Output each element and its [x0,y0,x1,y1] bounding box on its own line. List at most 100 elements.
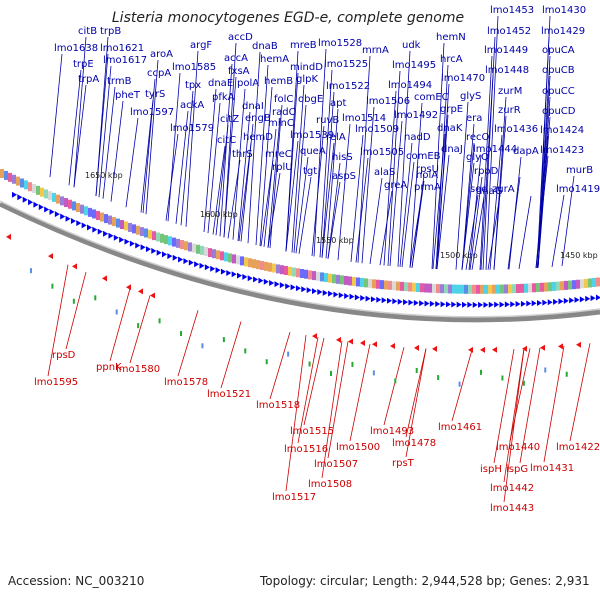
forward-gene-arrow [510,301,516,308]
gene-color-block [460,284,464,294]
callout-line [180,90,194,226]
callout-line [493,349,515,464]
gene-label: ruvB [316,115,339,126]
callout-line [223,76,237,238]
gene-color-block [80,204,84,214]
gene-label: radC [272,107,296,118]
forward-gene-arrow [467,301,473,308]
gene-color-block [264,261,268,271]
forward-gene-arrow [354,294,360,301]
gene-color-block [212,249,216,259]
forward-gene-arrow [376,296,382,303]
callout-line [207,102,221,234]
gene-color-block [572,280,576,290]
gene-label: dapA [513,146,539,157]
gene-color-block [468,284,472,294]
forward-gene-arrow [537,299,542,306]
callout-line [487,194,501,270]
forward-gene-arrow [38,204,44,211]
gene-label: thrS [232,149,253,160]
forward-gene-arrow [285,283,291,290]
callout-line [223,42,237,238]
forward-gene-arrow [220,268,226,275]
gene-color-block [124,221,128,231]
gene-color-block [176,238,180,248]
callout-line [397,50,411,267]
gene-label: lmo1507 [314,459,358,470]
gene-label: lmo1493 [370,426,414,437]
gene-label: polA [237,78,259,89]
gene-label: comEC [414,92,449,103]
feature-mark [351,361,354,367]
forward-gene-arrow [579,296,585,303]
forward-gene-arrow [113,234,119,241]
genome-backbone [0,201,600,323]
forward-gene-arrow [44,206,50,213]
callout-line [285,140,299,252]
forward-gene-arrow [103,230,109,237]
forward-gene-arrow [124,238,130,245]
gene-label: lmo1422 [556,442,600,453]
gene-color-block [408,282,412,292]
callout-line [285,335,307,492]
gene-label: lmo1448 [485,65,529,76]
gene-label: lmo1621 [100,43,144,54]
gene-label: lmo1514 [342,113,386,124]
gene-color-block [376,279,380,289]
gene-label: lmo1516 [284,444,328,455]
forward-gene-arrow [370,296,376,303]
gene-label: aspS [332,171,356,182]
reverse-gene-arrow [576,341,581,348]
reverse-gene-arrow [540,344,545,351]
gene-color-block [564,280,568,290]
reverse-gene-labels: rpsD lmo1595 ppnK lmo1580 lmo1578 lmo152… [34,350,600,514]
forward-gene-arrow [349,293,355,300]
gene-color-block [544,282,548,292]
callout-line [212,145,226,235]
reverse-gene-arrow [522,345,527,352]
feature-mark [394,378,397,384]
callout-line [379,190,393,266]
callout-line [269,104,283,249]
gene-color-block [592,277,596,287]
gene-label: relA [326,132,346,143]
gene-color-block [492,284,496,294]
forward-gene-arrow [12,191,17,198]
forward-gene-arrow [553,298,559,305]
gene-color-block [108,215,112,225]
gene-label: hrcA [440,54,463,65]
callout-line [185,50,199,227]
gene-color-block [516,284,520,294]
gene-label: lmo1506 [366,96,410,107]
gene-color-block [148,229,152,239]
gene-label: hemN [436,32,466,43]
callout-line [95,53,109,197]
forward-gene-arrow [70,217,76,224]
gene-color-block [140,227,144,237]
feature-mark [180,331,182,337]
reverse-gene-arrow [360,339,365,346]
callout-line [327,341,349,459]
gene-label: tgt [303,166,317,177]
gene-color-block [336,274,340,284]
forward-gene-arrow [494,301,500,308]
gene-label: lmo1580 [116,364,160,375]
gene-label: lmo1429 [541,26,585,37]
callout-line [68,69,82,186]
gene-color-block [172,237,176,247]
forward-gene-arrow [301,286,307,293]
gene-color-block [144,228,148,238]
forward-gene-arrow [526,300,532,307]
forward-gene-arrow [295,285,301,292]
gene-color-block [368,278,372,288]
forward-gene-arrow [563,297,569,304]
callout-line [507,176,521,270]
gene-label: dnaB [252,41,278,52]
callout-line [482,36,496,270]
gene-color-block [328,273,332,283]
gene-color-block [316,271,320,281]
gene-label: lmo1638 [54,43,98,54]
gene-label: pfkA [212,92,235,103]
callout-line [321,142,335,258]
gene-label: hemB [264,76,293,87]
